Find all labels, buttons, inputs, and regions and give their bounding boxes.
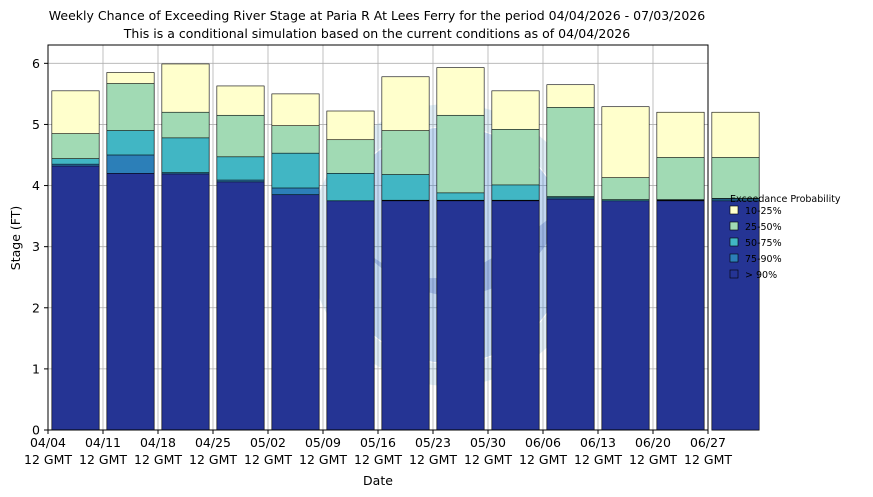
bar-segment xyxy=(711,200,760,431)
y-axis-ticks: 0 1 2 3 4 5 6 xyxy=(32,56,48,438)
x-tick-label-date: 05/09 xyxy=(305,435,341,450)
legend: Exceedance Probability 10-25% 25-50% 50-75… xyxy=(729,194,841,281)
x-axis-label: Date xyxy=(363,473,393,488)
x-tick-label-time: 12 GMT xyxy=(79,452,127,467)
x-tick-label-date: 06/13 xyxy=(580,435,616,450)
x-tick-label-date: 06/20 xyxy=(635,435,671,450)
legend-entry-label: 10-25% xyxy=(745,206,782,217)
x-tick-label-date: 04/18 xyxy=(140,435,176,450)
legend-title: Exceedance Probability xyxy=(730,194,841,205)
y-tick-label: 1 xyxy=(32,361,40,376)
bar-segment xyxy=(436,200,485,431)
x-tick-label-time: 12 GMT xyxy=(189,452,237,467)
x-tick-label-time: 12 GMT xyxy=(244,452,292,467)
legend-swatch xyxy=(729,253,739,263)
x-tick-label-date: 06/27 xyxy=(690,435,726,450)
y-tick-label: 0 xyxy=(32,423,40,438)
legend-swatch xyxy=(729,237,739,247)
x-tick-label-time: 12 GMT xyxy=(299,452,347,467)
x-tick-label-time: 12 GMT xyxy=(519,452,567,467)
x-tick-label-time: 12 GMT xyxy=(629,452,677,467)
x-tick-label-date: 05/30 xyxy=(470,435,506,450)
y-axis-label: Stage (FT) xyxy=(8,206,23,270)
legend-swatch xyxy=(729,269,739,279)
x-tick-label-time: 12 GMT xyxy=(354,452,402,467)
legend-entry-label: 50-75% xyxy=(745,238,782,249)
x-tick-label-date: 05/23 xyxy=(415,435,451,450)
bar-segment xyxy=(51,165,100,431)
legend-entry-label: 75-90% xyxy=(745,254,782,265)
plot-frame xyxy=(47,44,709,431)
bar-segment xyxy=(381,200,430,431)
x-tick-label-time: 12 GMT xyxy=(684,452,732,467)
bar-segment xyxy=(216,181,265,431)
bar-segment xyxy=(161,173,210,431)
x-axis-ticks: 04/04 12 GMT 04/11 12 GMT 04/18 12 GMT 04/25 12… xyxy=(24,430,732,467)
x-tick-label-time: 12 GMT xyxy=(24,452,72,467)
bar-segment xyxy=(656,200,705,431)
chart-title: Weekly Chance of Exceeding River Stage a… xyxy=(49,8,705,23)
legend-entry-label: > 90% xyxy=(745,270,777,281)
x-tick-label-time: 12 GMT xyxy=(464,452,512,467)
x-tick-label-time: 12 GMT xyxy=(574,452,622,467)
chart-subtitle: This is a conditional simulation based o… xyxy=(123,26,630,41)
bars xyxy=(51,63,760,431)
bar-segment xyxy=(326,200,375,431)
y-tick-label: 4 xyxy=(32,178,40,193)
legend-entry-label: 25-50% xyxy=(745,222,782,233)
x-tick-label-date: 04/25 xyxy=(195,435,231,450)
y-tick-label: 2 xyxy=(32,300,40,315)
bar-segment xyxy=(546,198,595,431)
bar-segment xyxy=(271,194,320,431)
y-tick-label: 5 xyxy=(32,117,40,132)
x-tick-label-date: 05/02 xyxy=(250,435,286,450)
bar-segment xyxy=(491,200,540,431)
x-tick-label-date: 06/06 xyxy=(525,435,561,450)
bar-segment xyxy=(106,173,155,431)
x-tick-label-time: 12 GMT xyxy=(409,452,457,467)
legend-swatch xyxy=(729,205,739,215)
legend-swatch xyxy=(729,221,739,231)
x-tick-label-time: 12 GMT xyxy=(134,452,182,467)
x-tick-label-date: 04/11 xyxy=(85,435,121,450)
bar-segment xyxy=(601,200,650,431)
grid xyxy=(47,45,709,431)
x-tick-label-date: 05/16 xyxy=(360,435,396,450)
y-tick-label: 6 xyxy=(32,56,40,71)
y-tick-label: 3 xyxy=(32,239,40,254)
x-tick-label-date: 04/04 xyxy=(30,435,66,450)
